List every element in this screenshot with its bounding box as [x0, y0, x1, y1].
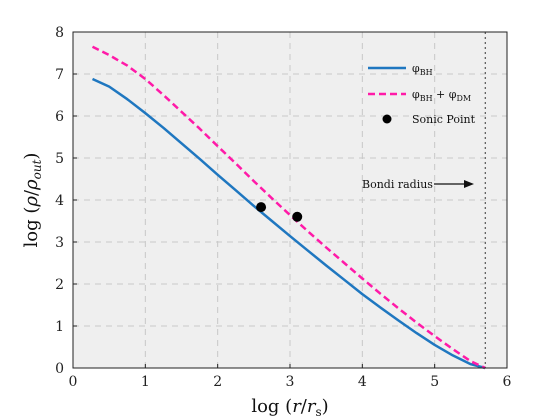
x-tick-label: 4: [358, 374, 367, 390]
sonic-point: [292, 211, 303, 222]
curves: [91, 45, 486, 370]
y-tick-label: 3: [55, 235, 64, 251]
y-tick-label: 0: [55, 361, 64, 377]
y-tick-label: 5: [55, 151, 64, 167]
y-tick-label: 4: [55, 193, 64, 209]
sonic-points: [256, 202, 303, 222]
series-line-bh: [91, 77, 486, 370]
y-tick-label: 2: [55, 277, 64, 293]
x-tick-label: 5: [430, 374, 439, 390]
x-tick-label: 1: [141, 374, 150, 390]
sonic-point: [256, 202, 267, 213]
y-tick-label: 6: [55, 109, 64, 125]
x-tick-label: 6: [503, 374, 512, 390]
x-tick-label: 2: [213, 374, 222, 390]
x-tick-label: 0: [69, 374, 78, 390]
grid: [73, 32, 507, 368]
annotation-arrowhead: [464, 180, 474, 188]
annotation-text: Bondi radius: [362, 178, 433, 191]
legend-label-sonic: Sonic Point: [412, 113, 476, 126]
ticks: 0 1 2 3 4 5 6 0 1 2 3 4 5 6 7 8: [55, 25, 511, 390]
x-tick-label: 3: [286, 374, 295, 390]
y-tick-label: 1: [55, 319, 64, 335]
y-tick-label: 7: [55, 67, 64, 83]
legend: φBH φBH + φDM Sonic Point: [368, 62, 476, 126]
annotation: Bondi radius: [362, 178, 474, 191]
y-tick-label: 8: [55, 25, 64, 41]
y-axis-label: log (ρ/ρout): [21, 153, 44, 248]
legend-marker-sonic: [382, 114, 392, 124]
x-axis-label: log (r/rs): [251, 396, 328, 419]
series-line-bh-dm: [91, 45, 486, 370]
